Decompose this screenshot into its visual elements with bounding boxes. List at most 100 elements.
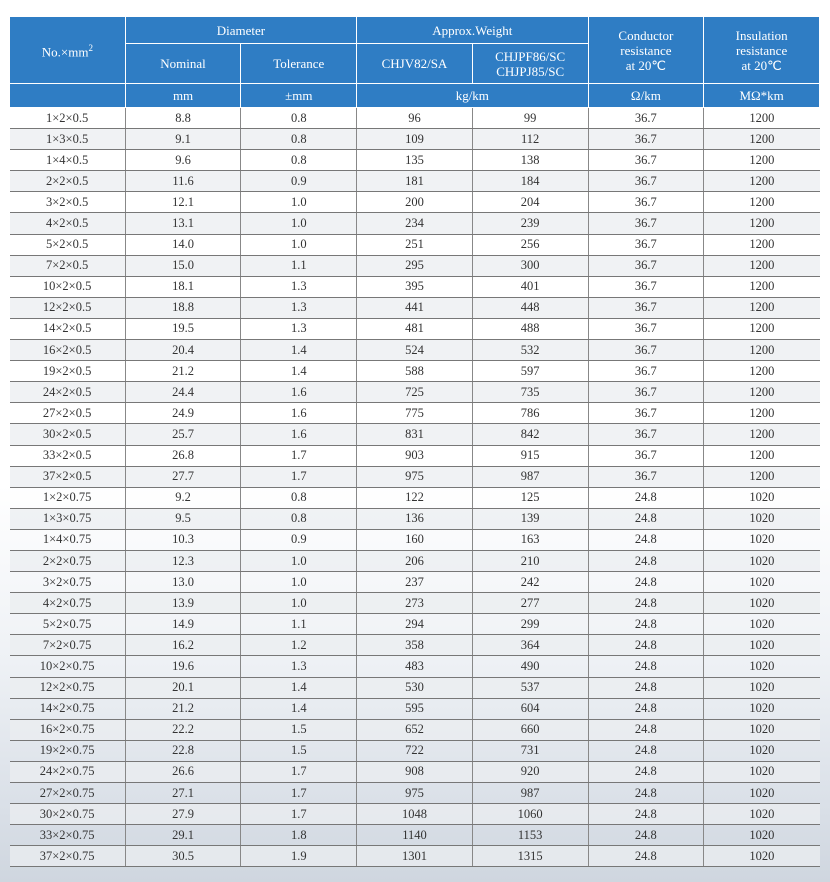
cell-conductor-resistance: 36.7 <box>587 297 704 319</box>
cell-size: 19×2×0.75 <box>9 740 126 762</box>
cell-size: 12×2×0.75 <box>9 677 126 699</box>
cell-tolerance: 1.0 <box>240 191 357 214</box>
cell-size: 19×2×0.5 <box>9 360 126 383</box>
cond-line1: Conductor <box>618 27 674 43</box>
cell-size: 10×2×0.5 <box>9 276 126 298</box>
table-row: 33×2×0.75 29.1 1.8 1140 1153 24.8 1020 <box>9 824 820 847</box>
header-weight: Approx.Weight <box>356 16 589 44</box>
cell-nominal-diameter: 9.2 <box>124 487 241 509</box>
header-nominal: Nominal <box>124 43 242 84</box>
cell-weight-chjv82: 831 <box>356 423 473 446</box>
cell-tolerance: 0.8 <box>240 508 357 530</box>
header-no-text: No.×mm <box>41 44 89 60</box>
cell-size: 24×2×0.75 <box>9 761 126 784</box>
table-row: 14×2×0.75 21.2 1.4 595 604 24.8 1020 <box>9 698 820 720</box>
cell-size: 5×2×0.5 <box>9 234 126 256</box>
cell-size: 3×2×0.75 <box>9 571 126 594</box>
cell-nominal-diameter: 19.6 <box>124 655 241 678</box>
cell-insulation-resistance: 1020 <box>703 761 820 784</box>
cell-nominal-diameter: 21.2 <box>124 360 241 383</box>
cell-weight-chjv82: 588 <box>356 360 473 383</box>
cell-weight-chjpf86: 490 <box>471 655 589 678</box>
cable-spec-table: No.×mm2 Diameter Approx.Weight Conductor… <box>9 16 820 868</box>
cell-weight-chjpf86: 256 <box>471 234 589 256</box>
cell-tolerance: 1.0 <box>240 212 357 235</box>
cell-conductor-resistance: 24.8 <box>587 487 704 509</box>
cell-conductor-resistance: 36.7 <box>587 212 704 235</box>
cell-weight-chjpf86: 735 <box>471 381 589 404</box>
cell-insulation-resistance: 1020 <box>703 508 820 530</box>
cell-weight-chjpf86: 597 <box>471 360 589 383</box>
cell-weight-chjpf86: 731 <box>471 740 589 762</box>
table-row: 1×2×0.5 8.8 0.8 96 99 36.7 1200 <box>9 107 820 130</box>
cond-line3: at 20℃ <box>625 57 666 73</box>
header-no-unit <box>9 83 126 108</box>
cell-weight-chjv82: 294 <box>356 613 473 636</box>
cell-tolerance: 1.3 <box>240 655 357 678</box>
cell-insulation-resistance: 1200 <box>703 191 820 214</box>
cell-weight-chjpf86: 1060 <box>471 803 589 826</box>
cell-size: 33×2×0.5 <box>9 445 126 467</box>
cell-conductor-resistance: 36.7 <box>587 255 704 277</box>
cell-conductor-resistance: 24.8 <box>587 677 704 699</box>
cell-nominal-diameter: 12.3 <box>124 550 241 573</box>
table-row: 4×2×0.75 13.9 1.0 273 277 24.8 1020 <box>9 592 820 615</box>
cell-nominal-diameter: 27.7 <box>124 466 241 488</box>
cell-tolerance: 0.9 <box>240 170 357 193</box>
cell-insulation-resistance: 1200 <box>703 170 820 193</box>
cell-conductor-resistance: 36.7 <box>587 339 704 362</box>
cell-insulation-resistance: 1020 <box>703 719 820 741</box>
cell-tolerance: 1.6 <box>240 381 357 404</box>
w2-line2: CHJPJ85/SC <box>496 63 565 79</box>
cell-insulation-resistance: 1200 <box>703 423 820 446</box>
cell-nominal-diameter: 22.2 <box>124 719 241 741</box>
cell-weight-chjpf86: 987 <box>471 782 589 805</box>
cell-size: 37×2×0.5 <box>9 466 126 488</box>
cell-nominal-diameter: 9.5 <box>124 508 241 530</box>
cell-insulation-resistance: 1200 <box>703 360 820 383</box>
table-row: 19×2×0.5 21.2 1.4 588 597 36.7 1200 <box>9 360 820 383</box>
cell-conductor-resistance: 36.7 <box>587 423 704 446</box>
cell-conductor-resistance: 24.8 <box>587 761 704 784</box>
cell-size: 7×2×0.5 <box>9 255 126 277</box>
cell-insulation-resistance: 1200 <box>703 466 820 488</box>
cell-size: 37×2×0.75 <box>9 845 126 868</box>
cell-insulation-resistance: 1200 <box>703 297 820 319</box>
cell-size: 14×2×0.75 <box>9 698 126 720</box>
cell-conductor-resistance: 36.7 <box>587 107 704 130</box>
cell-weight-chjv82: 483 <box>356 655 473 678</box>
cell-nominal-diameter: 19.5 <box>124 318 241 341</box>
table-row: 1×3×0.5 9.1 0.8 109 112 36.7 1200 <box>9 128 820 151</box>
cell-insulation-resistance: 1020 <box>703 613 820 636</box>
cell-tolerance: 0.8 <box>240 107 357 130</box>
table-row: 12×2×0.5 18.8 1.3 441 448 36.7 1200 <box>9 297 820 319</box>
table-row: 24×2×0.5 24.4 1.6 725 735 36.7 1200 <box>9 381 820 404</box>
unit-conductor: Ω/km <box>587 83 705 108</box>
unit-weight: kg/km <box>356 83 589 108</box>
table-row: 24×2×0.75 26.6 1.7 908 920 24.8 1020 <box>9 761 820 784</box>
header-tolerance: Tolerance <box>240 43 358 84</box>
cell-insulation-resistance: 1020 <box>703 634 820 657</box>
cell-nominal-diameter: 14.0 <box>124 234 241 256</box>
cell-nominal-diameter: 26.8 <box>124 445 241 467</box>
cell-weight-chjpf86: 532 <box>471 339 589 362</box>
ins-line1: Insulation <box>735 27 788 43</box>
cell-size: 3×2×0.5 <box>9 191 126 214</box>
cell-conductor-resistance: 24.8 <box>587 592 704 615</box>
cell-nominal-diameter: 15.0 <box>124 255 241 277</box>
table-row: 27×2×0.5 24.9 1.6 775 786 36.7 1200 <box>9 402 820 425</box>
cell-tolerance: 1.9 <box>240 845 357 868</box>
cell-weight-chjv82: 722 <box>356 740 473 762</box>
cell-size: 1×2×0.5 <box>9 107 126 130</box>
cell-weight-chjv82: 1140 <box>356 824 473 847</box>
cell-conductor-resistance: 36.7 <box>587 318 704 341</box>
cell-weight-chjpf86: 112 <box>471 128 589 151</box>
cell-conductor-resistance: 24.8 <box>587 529 704 551</box>
cell-tolerance: 1.0 <box>240 571 357 594</box>
table-row: 12×2×0.75 20.1 1.4 530 537 24.8 1020 <box>9 677 820 699</box>
header-chjv82: CHJV82/SA <box>356 43 473 84</box>
table-row: 37×2×0.75 30.5 1.9 1301 1315 24.8 1020 <box>9 845 820 868</box>
cell-weight-chjv82: 135 <box>356 149 473 172</box>
cell-conductor-resistance: 24.8 <box>587 740 704 762</box>
cell-tolerance: 1.3 <box>240 297 357 319</box>
